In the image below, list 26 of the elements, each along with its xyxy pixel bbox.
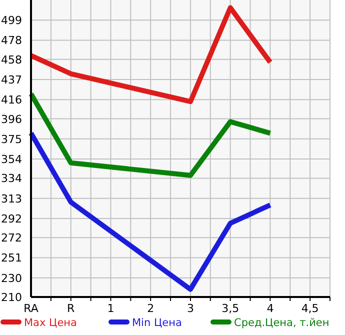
y-tick-label: 292 [1,212,22,226]
y-tick-label: 251 [1,252,22,265]
y-tick-label: 416 [1,94,22,107]
y-tick-label: 354 [1,153,22,166]
x-tick-label: 4,5 [301,302,319,315]
y-tick-label: 437 [1,74,22,87]
y-tick-label: 458 [1,53,22,66]
x-tick-label: 1 [107,302,114,315]
x-tick-label: 3 [186,302,194,315]
legend-label: Сред.Цена, т.йен [234,317,330,329]
y-tick-label: 272 [1,232,22,245]
legend-label: Min Цена [132,317,182,329]
x-tick-label: 2 [147,302,154,315]
y-tick-label: 375 [1,132,22,146]
y-tick-label: 230 [1,272,22,285]
x-tick-label: 3,5 [222,302,240,315]
y-tick-label: 478 [1,34,22,48]
x-tick-label: R [67,302,76,315]
x-tick-label: 4 [266,302,274,315]
y-tick-label: 499 [1,14,22,28]
legend-label: Max Цена [24,317,77,329]
y-tick-label: 313 [1,192,22,206]
y-tick-label: 334 [1,172,22,186]
y-tick-label: 396 [1,112,22,126]
y-tick-label: 210 [1,291,22,304]
x-tick-label: RA [24,302,39,315]
